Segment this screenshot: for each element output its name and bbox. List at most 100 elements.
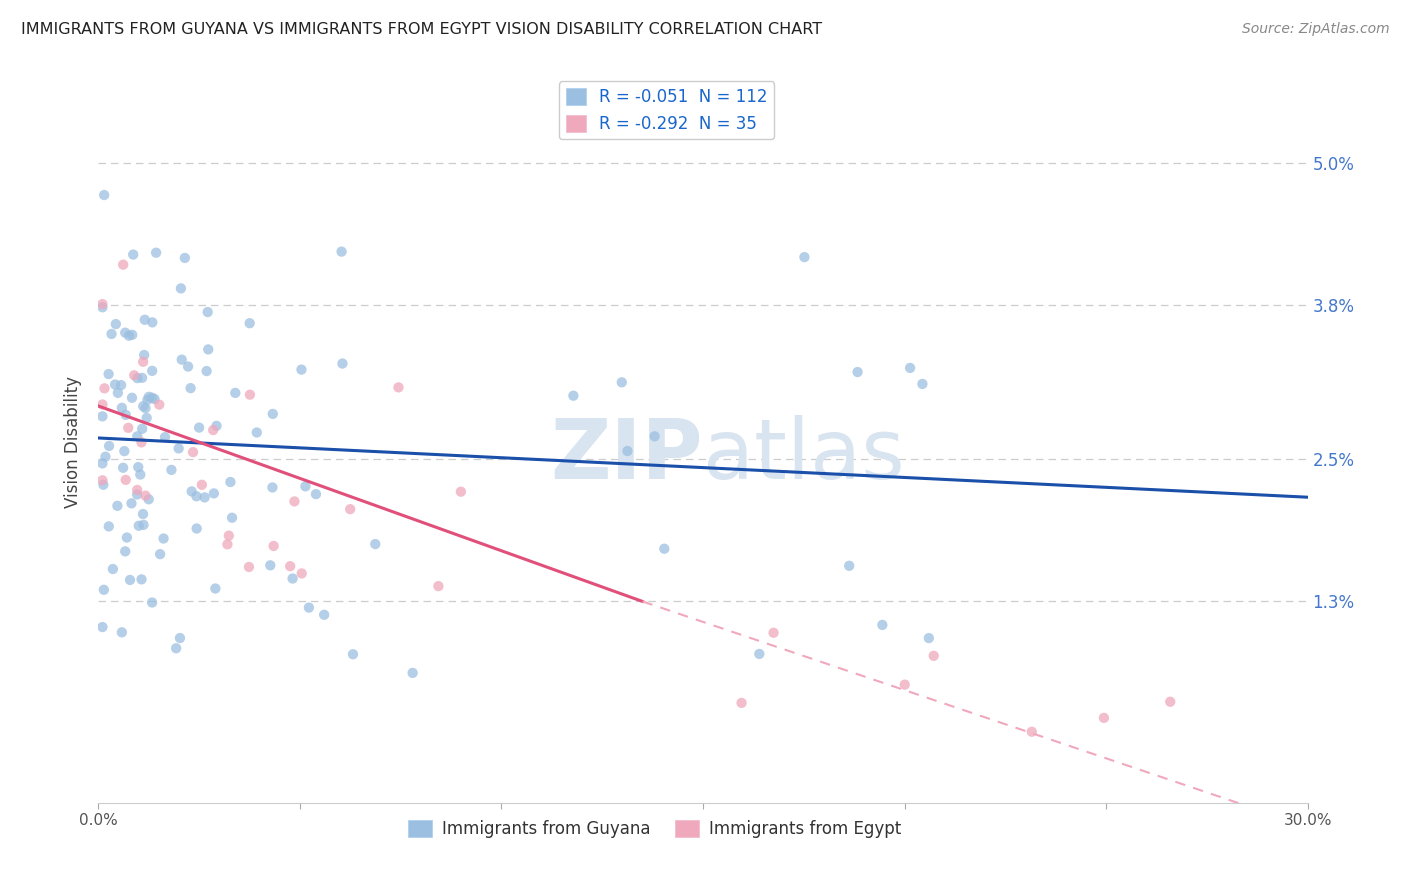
Point: [129, 467, 152, 482]
Point: [401, 665, 423, 680]
Point: [202, 423, 225, 437]
Point: [342, 647, 364, 661]
Point: [98, 439, 121, 453]
Point: [283, 494, 305, 508]
Point: [259, 558, 281, 573]
Point: [134, 312, 156, 326]
Point: [911, 376, 934, 391]
Point: [141, 595, 163, 609]
Point: [314, 607, 336, 622]
Point: [127, 483, 149, 497]
Point: [104, 317, 127, 331]
Point: [114, 544, 136, 558]
Point: [107, 385, 129, 400]
Point: [239, 387, 262, 401]
Point: [218, 529, 240, 543]
Point: [298, 600, 321, 615]
Point: [181, 445, 204, 459]
Point: [141, 391, 163, 405]
Point: [793, 250, 815, 264]
Point: [278, 559, 301, 574]
Point: [330, 244, 353, 259]
Point: [450, 484, 472, 499]
Point: [339, 502, 361, 516]
Point: [141, 315, 163, 329]
Point: [114, 326, 136, 340]
Point: [217, 537, 239, 551]
Point: [610, 376, 633, 390]
Point: [134, 489, 156, 503]
Point: [131, 573, 153, 587]
Point: [115, 531, 138, 545]
Point: [100, 326, 122, 341]
Point: [101, 562, 124, 576]
Point: [91, 409, 114, 424]
Point: [332, 357, 354, 371]
Point: [118, 328, 141, 343]
Point: [128, 518, 150, 533]
Point: [148, 398, 170, 412]
Point: [167, 442, 190, 456]
Point: [121, 391, 143, 405]
Point: [127, 371, 149, 385]
Point: [94, 450, 117, 464]
Point: [202, 486, 225, 500]
Point: [893, 678, 915, 692]
Point: [134, 401, 156, 416]
Point: [118, 573, 141, 587]
Point: [117, 421, 139, 435]
Point: [652, 541, 675, 556]
Point: [91, 620, 114, 634]
Point: [127, 460, 149, 475]
Point: [91, 473, 114, 487]
Point: [112, 258, 135, 272]
Point: [104, 377, 127, 392]
Point: [281, 572, 304, 586]
Point: [149, 547, 172, 561]
Point: [114, 408, 136, 422]
Point: [186, 489, 208, 503]
Point: [263, 539, 285, 553]
Point: [165, 641, 187, 656]
Point: [93, 582, 115, 597]
Text: Source: ZipAtlas.com: Source: ZipAtlas.com: [1241, 22, 1389, 37]
Point: [141, 364, 163, 378]
Point: [562, 389, 585, 403]
Point: [107, 499, 129, 513]
Point: [170, 352, 193, 367]
Point: [122, 247, 145, 261]
Point: [838, 558, 860, 573]
Point: [169, 631, 191, 645]
Point: [145, 245, 167, 260]
Point: [224, 385, 246, 400]
Point: [143, 392, 166, 406]
Point: [111, 401, 134, 415]
Point: [125, 487, 148, 501]
Point: [93, 188, 115, 202]
Point: [121, 327, 143, 342]
Point: [1092, 711, 1115, 725]
Point: [132, 399, 155, 413]
Point: [91, 300, 114, 314]
Point: [180, 381, 202, 395]
Point: [748, 647, 770, 661]
Point: [191, 477, 214, 491]
Point: [131, 422, 153, 436]
Point: [898, 360, 921, 375]
Point: [112, 444, 135, 458]
Point: [97, 519, 120, 533]
Point: [846, 365, 869, 379]
Point: [91, 456, 114, 470]
Point: [127, 429, 149, 443]
Point: [132, 355, 155, 369]
Point: [114, 473, 136, 487]
Point: [110, 378, 132, 392]
Point: [112, 460, 135, 475]
Y-axis label: Vision Disability: Vision Disability: [65, 376, 83, 508]
Point: [918, 631, 941, 645]
Point: [1159, 695, 1181, 709]
Point: [1021, 724, 1043, 739]
Point: [219, 475, 242, 489]
Point: [93, 477, 115, 491]
Point: [111, 625, 134, 640]
